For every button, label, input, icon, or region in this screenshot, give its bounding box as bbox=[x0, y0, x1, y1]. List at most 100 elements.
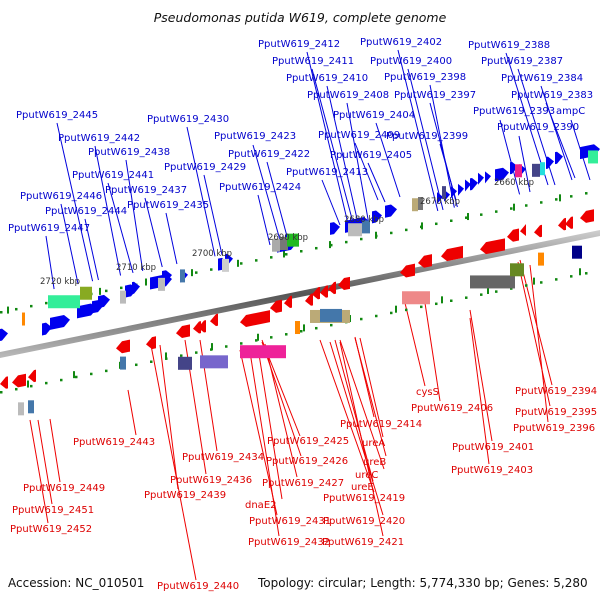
forward-gene-label[interactable]: PputW619_2410 bbox=[286, 73, 368, 84]
reverse-gene-arrow[interactable] bbox=[240, 310, 270, 327]
forward-gene-label[interactable]: PputW619_2429 bbox=[164, 162, 246, 173]
feature-block[interactable] bbox=[80, 286, 92, 300]
reverse-gene-arrow[interactable] bbox=[146, 336, 156, 350]
forward-gene-arrow[interactable] bbox=[42, 322, 52, 336]
feature-block[interactable] bbox=[510, 263, 524, 277]
reverse-gene-label[interactable]: PputW619_2443 bbox=[73, 437, 155, 448]
reverse-gene-label[interactable]: PputW619_2436 bbox=[170, 475, 252, 486]
feature-block[interactable] bbox=[222, 258, 229, 272]
forward-gene-arrow[interactable] bbox=[458, 183, 464, 196]
forward-gene-label[interactable]: PputW619_2437 bbox=[105, 185, 187, 196]
reverse-gene-arrow[interactable] bbox=[270, 299, 282, 313]
feature-block[interactable] bbox=[272, 238, 280, 252]
reverse-gene-label[interactable]: PputW619_2420 bbox=[323, 516, 405, 527]
reverse-gene-label[interactable]: PputW619_2427 bbox=[262, 478, 344, 489]
reverse-gene-label[interactable]: PputW619_2432 bbox=[248, 537, 330, 548]
forward-gene-arrow[interactable] bbox=[0, 328, 8, 341]
forward-gene-label[interactable]: PputW619_2430 bbox=[147, 114, 229, 125]
reverse-gene-label[interactable]: ureB bbox=[363, 457, 386, 468]
reverse-gene-label[interactable]: ureA bbox=[362, 438, 385, 449]
feature-block[interactable] bbox=[418, 197, 423, 211]
feature-block[interactable] bbox=[588, 150, 598, 164]
reverse-gene-arrow[interactable] bbox=[507, 228, 519, 242]
feature-block[interactable] bbox=[348, 223, 362, 237]
feature-block[interactable] bbox=[120, 356, 126, 370]
feature-block[interactable] bbox=[240, 345, 286, 359]
feature-block[interactable] bbox=[120, 290, 126, 304]
forward-gene-label[interactable]: PputW619_2400 bbox=[370, 56, 452, 67]
reverse-gene-label[interactable]: PputW619_2434 bbox=[182, 452, 264, 463]
reverse-gene-label[interactable]: PputW619_2394 bbox=[515, 386, 597, 397]
feature-block[interactable] bbox=[22, 312, 25, 326]
forward-gene-label[interactable]: PputW619_2423 bbox=[214, 131, 296, 142]
reverse-gene-label[interactable]: PputW619_2414 bbox=[340, 419, 422, 430]
forward-gene-label[interactable]: PputW619_2409 bbox=[318, 130, 400, 141]
forward-gene-arrow[interactable] bbox=[555, 151, 563, 165]
forward-gene-arrow[interactable] bbox=[451, 186, 457, 199]
forward-gene-arrow[interactable] bbox=[437, 192, 443, 205]
reverse-gene-label[interactable]: cysS bbox=[416, 387, 439, 398]
forward-gene-arrow[interactable] bbox=[546, 156, 554, 169]
reverse-gene-arrow[interactable] bbox=[284, 295, 292, 309]
reverse-gene-label[interactable]: ureE bbox=[351, 482, 374, 493]
feature-block[interactable] bbox=[532, 163, 540, 177]
forward-gene-label[interactable]: PputW619_2447 bbox=[8, 223, 90, 234]
feature-block[interactable] bbox=[48, 295, 80, 309]
reverse-gene-arrow[interactable] bbox=[580, 209, 594, 223]
forward-gene-label[interactable]: PputW619_2444 bbox=[45, 206, 127, 217]
forward-gene-label[interactable]: PputW619_2441 bbox=[72, 170, 154, 181]
reverse-gene-arrow[interactable] bbox=[338, 276, 350, 291]
reverse-gene-label[interactable]: PputW619_2419 bbox=[323, 493, 405, 504]
feature-block[interactable] bbox=[572, 245, 582, 259]
reverse-gene-label[interactable]: ureC bbox=[355, 470, 378, 481]
forward-gene-label[interactable]: PputW619_2438 bbox=[88, 147, 170, 158]
reverse-gene-arrow[interactable] bbox=[0, 376, 8, 389]
forward-gene-label[interactable]: PputW619_2442 bbox=[58, 133, 140, 144]
reverse-gene-arrow[interactable] bbox=[328, 281, 336, 295]
feature-block[interactable] bbox=[28, 400, 34, 414]
forward-gene-arrow[interactable] bbox=[478, 172, 484, 185]
feature-block[interactable] bbox=[158, 277, 165, 291]
forward-gene-label[interactable]: PputW619_2393 bbox=[473, 106, 555, 117]
forward-gene-arrow[interactable] bbox=[465, 179, 471, 192]
reverse-gene-label[interactable]: PputW619_2452 bbox=[10, 524, 92, 535]
forward-gene-arrow[interactable] bbox=[372, 210, 382, 224]
reverse-gene-arrow[interactable] bbox=[320, 285, 328, 298]
forward-gene-arrow[interactable] bbox=[50, 314, 70, 330]
feature-block[interactable] bbox=[295, 321, 300, 335]
reverse-gene-arrow[interactable] bbox=[193, 321, 201, 334]
reverse-gene-label[interactable]: PputW619_2403 bbox=[451, 465, 533, 476]
forward-gene-label[interactable]: PputW619_2435 bbox=[127, 200, 209, 211]
forward-gene-label[interactable]: PputW619_2390 bbox=[497, 122, 579, 133]
feature-block[interactable] bbox=[470, 275, 515, 289]
forward-gene-label[interactable]: PputW619_2405 bbox=[330, 150, 412, 161]
reverse-gene-arrow[interactable] bbox=[534, 224, 542, 238]
forward-gene-label[interactable]: PputW619_2445 bbox=[16, 110, 98, 121]
feature-block[interactable] bbox=[362, 220, 370, 234]
reverse-gene-arrow[interactable] bbox=[12, 373, 26, 388]
reverse-gene-arrow[interactable] bbox=[198, 320, 206, 333]
reverse-gene-arrow[interactable] bbox=[480, 238, 505, 255]
forward-gene-label[interactable]: PputW619_2398 bbox=[384, 72, 466, 83]
feature-block[interactable] bbox=[402, 291, 430, 305]
forward-gene-label[interactable]: PputW619_2387 bbox=[481, 56, 563, 67]
reverse-gene-arrow[interactable] bbox=[565, 216, 573, 229]
forward-gene-label[interactable]: PputW619_2422 bbox=[228, 149, 310, 160]
reverse-gene-label[interactable]: PputW619_2406 bbox=[411, 403, 493, 414]
reverse-gene-arrow[interactable] bbox=[441, 245, 463, 262]
feature-block[interactable] bbox=[200, 355, 228, 369]
reverse-gene-arrow[interactable] bbox=[520, 224, 526, 237]
feature-block[interactable] bbox=[515, 164, 522, 178]
forward-gene-label[interactable]: PputW619_2384 bbox=[501, 73, 583, 84]
forward-gene-label[interactable]: PputW619_2446 bbox=[20, 191, 102, 202]
reverse-gene-arrow[interactable] bbox=[400, 263, 415, 278]
reverse-gene-arrow[interactable] bbox=[176, 324, 190, 338]
feature-block[interactable] bbox=[538, 252, 544, 266]
feature-block[interactable] bbox=[178, 356, 192, 370]
reverse-gene-label[interactable]: dnaE2 bbox=[245, 500, 277, 511]
reverse-gene-label[interactable]: PputW619_2449 bbox=[23, 483, 105, 494]
reverse-gene-label[interactable]: PputW619_2425 bbox=[267, 436, 349, 447]
forward-gene-label[interactable]: PputW619_2402 bbox=[360, 37, 442, 48]
feature-block[interactable] bbox=[442, 186, 446, 200]
forward-gene-label[interactable]: PputW619_2411 bbox=[272, 56, 354, 67]
